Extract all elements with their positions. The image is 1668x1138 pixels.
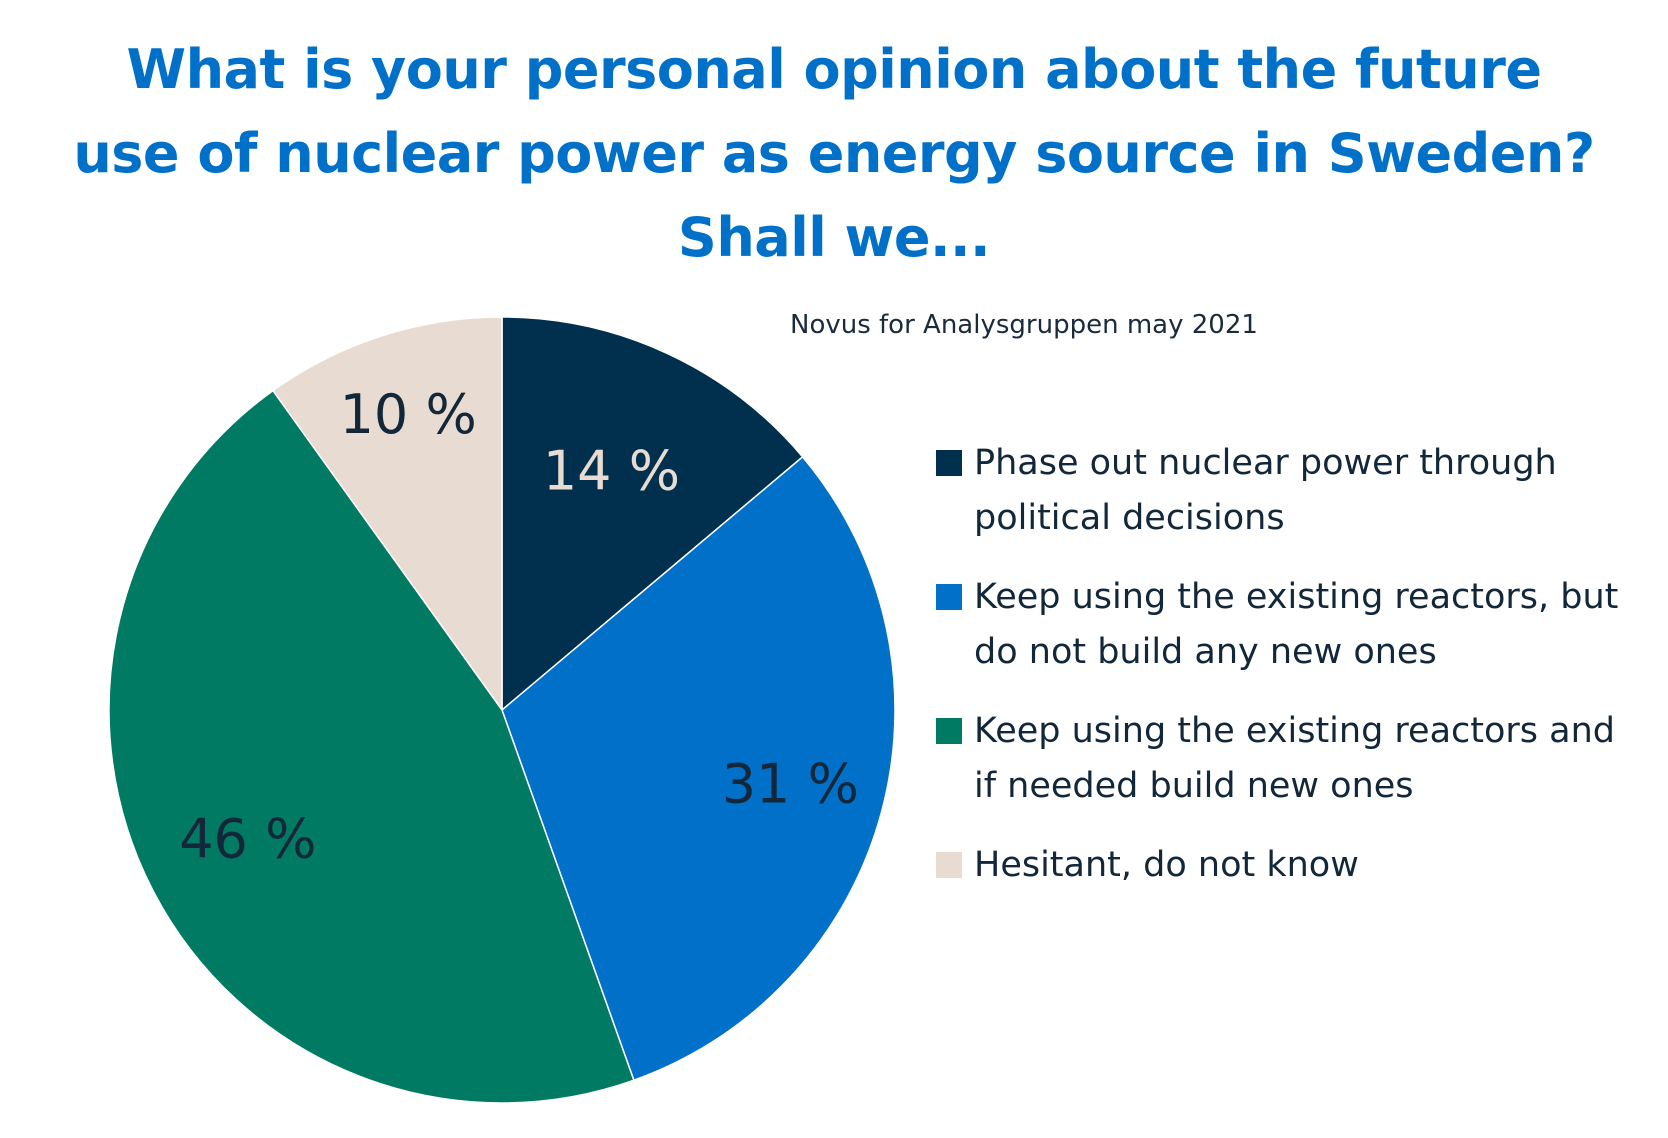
legend-label-hesitant: Hesitant, do not know bbox=[974, 845, 1359, 885]
chart-title-line-2: use of nuclear power as energy source in… bbox=[73, 122, 1595, 185]
chart-legend: Phase out nuclear power through politica… bbox=[936, 436, 1636, 917]
legend-swatch-phase-out bbox=[936, 450, 962, 476]
chart-title-line-1: What is your personal opinion about the … bbox=[126, 38, 1542, 101]
pie-slice-keep-no-new[interactable] bbox=[501, 455, 896, 1082]
pie-slices bbox=[108, 316, 896, 1104]
chart-title-line-3: Shall we... bbox=[677, 206, 991, 269]
legend-item-keep-no-new[interactable]: Keep using the existing reactors, but do… bbox=[936, 570, 1636, 680]
pie-slice-phase-out[interactable] bbox=[501, 316, 804, 712]
pie-label-keep-no-new: 31 % bbox=[722, 753, 859, 816]
legend-item-hesitant[interactable]: Hesitant, do not know bbox=[936, 838, 1636, 893]
chart-source: Novus for Analysgruppen may 2021 bbox=[790, 310, 1258, 340]
chart-title: What is your personal opinion about the … bbox=[40, 28, 1628, 280]
pie-slice-hesitant[interactable] bbox=[271, 316, 503, 713]
pie-slice-keep-build-new[interactable] bbox=[108, 389, 635, 1104]
pie-label-hesitant: 10 % bbox=[340, 383, 477, 446]
pie-label-phase-out: 14 % bbox=[543, 439, 680, 502]
legend-item-phase-out[interactable]: Phase out nuclear power through politica… bbox=[936, 436, 1636, 546]
pie-label-keep-build-new: 46 % bbox=[179, 808, 316, 871]
legend-label-phase-out: Phase out nuclear power through politica… bbox=[974, 443, 1557, 538]
legend-swatch-keep-build-new bbox=[936, 718, 962, 744]
legend-label-keep-build-new: Keep using the existing reactors and if … bbox=[974, 711, 1615, 806]
legend-item-keep-build-new[interactable]: Keep using the existing reactors and if … bbox=[936, 704, 1636, 814]
pie-chart: 14 % 31 % 46 % 10 % bbox=[108, 316, 896, 1104]
legend-label-keep-no-new: Keep using the existing reactors, but do… bbox=[974, 577, 1619, 672]
pie-slice-labels: 14 % 31 % 46 % 10 % bbox=[179, 383, 859, 871]
legend-swatch-keep-no-new bbox=[936, 584, 962, 610]
legend-swatch-hesitant bbox=[936, 852, 962, 878]
